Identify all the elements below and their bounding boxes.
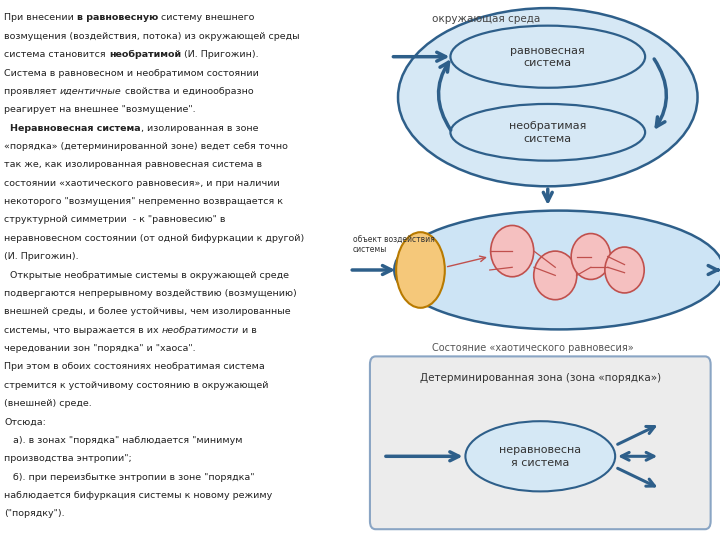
Text: ("порядку").: ("порядку"). (4, 509, 65, 518)
Text: состоянии «хаотического равновесия», и при наличии: состоянии «хаотического равновесия», и п… (4, 179, 280, 188)
Text: проявляет: проявляет (4, 87, 60, 96)
Text: «порядка» (детерминированной зоне) ведет себя точно: «порядка» (детерминированной зоне) ведет… (4, 142, 288, 151)
Text: система становится: система становится (4, 50, 109, 59)
Text: структурной симметрии  - к "равновесию" в: структурной симметрии - к "равновесию" в (4, 215, 226, 225)
Text: Отсюда:: Отсюда: (4, 417, 46, 427)
Text: систему внешнего: систему внешнего (158, 14, 255, 23)
Ellipse shape (451, 25, 645, 87)
Text: , изолированная в зоне: , изолированная в зоне (141, 124, 258, 133)
Text: идентичные: идентичные (60, 87, 122, 96)
Ellipse shape (534, 251, 577, 300)
Text: производства энтропии";: производства энтропии"; (4, 454, 132, 463)
Text: неравновесна
я система: неравновесна я система (499, 445, 581, 468)
Text: необратимой: необратимой (109, 50, 181, 59)
Text: (внешней) среде.: (внешней) среде. (4, 399, 92, 408)
FancyBboxPatch shape (370, 356, 711, 529)
Text: реагирует на внешнее "возмущение".: реагирует на внешнее "возмущение". (4, 105, 196, 114)
Ellipse shape (395, 211, 720, 329)
Text: окружающая среда: окружающая среда (432, 14, 540, 24)
Text: неравновесном состоянии (от одной бифуркации к другой): неравновесном состоянии (от одной бифурк… (4, 234, 305, 243)
Text: (И. Пригожин).: (И. Пригожин). (4, 252, 79, 261)
Text: необратимости: необратимости (162, 326, 239, 335)
Text: и в: и в (239, 326, 257, 335)
Ellipse shape (396, 232, 445, 308)
Text: объект воздействия
системы: объект воздействия системы (353, 235, 435, 254)
Ellipse shape (451, 104, 645, 161)
Text: так же, как изолированная равновесная система в: так же, как изолированная равновесная си… (4, 160, 263, 170)
Text: внешней среды, и более устойчивы, чем изолированные: внешней среды, и более устойчивы, чем из… (4, 307, 291, 316)
Text: (И. Пригожин).: (И. Пригожин). (181, 50, 258, 59)
Text: равновесная
система: равновесная система (510, 45, 585, 68)
Text: возмущения (воздействия, потока) из окружающей среды: возмущения (воздействия, потока) из окру… (4, 32, 300, 41)
Ellipse shape (398, 8, 698, 186)
Text: б). при переизбытке энтропии в зоне "порядка": б). при переизбытке энтропии в зоне "пор… (4, 472, 255, 482)
Text: чередовании зон "порядка" и "хаоса".: чередовании зон "порядка" и "хаоса". (4, 344, 196, 353)
Text: в равновесную: в равновесную (77, 14, 158, 23)
Text: свойства и единообразно: свойства и единообразно (122, 87, 253, 96)
Text: а). в зонах "порядка" наблюдается "минимум: а). в зонах "порядка" наблюдается "миним… (4, 436, 243, 445)
Text: Открытые необратимые системы в окружающей среде: Открытые необратимые системы в окружающе… (4, 271, 289, 280)
Text: необратимая
система: необратимая система (509, 121, 587, 144)
Text: Неравновесная система: Неравновесная система (10, 124, 141, 133)
Ellipse shape (491, 226, 534, 276)
Text: Состояние «хаотического равновесия»: Состояние «хаотического равновесия» (432, 343, 634, 353)
Text: подвергаются непрерывному воздействию (возмущению): подвергаются непрерывному воздействию (в… (4, 289, 297, 298)
Text: стремится к устойчивому состоянию в окружающей: стремится к устойчивому состоянию в окру… (4, 381, 269, 390)
Text: При этом в обоих состояниях необратимая система: При этом в обоих состояниях необратимая … (4, 362, 265, 372)
Text: некоторого "возмущения" непременно возвращается к: некоторого "возмущения" непременно возвр… (4, 197, 284, 206)
Text: Детерминированная зона (зона «порядка»): Детерминированная зона (зона «порядка») (420, 373, 661, 383)
Text: Система в равновесном и необратимом состоянии: Система в равновесном и необратимом сост… (4, 69, 259, 78)
Ellipse shape (571, 233, 611, 280)
Text: системы, что выражается в их: системы, что выражается в их (4, 326, 162, 335)
Text: При внесении: При внесении (4, 14, 77, 23)
Ellipse shape (465, 421, 615, 491)
Text: наблюдается бифуркация системы к новому режиму: наблюдается бифуркация системы к новому … (4, 491, 273, 500)
Ellipse shape (605, 247, 644, 293)
